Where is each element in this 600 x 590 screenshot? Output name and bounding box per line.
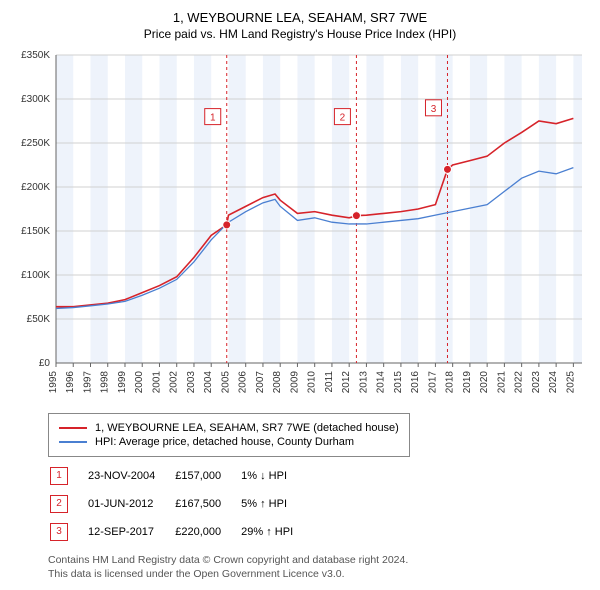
svg-text:2009: 2009 [289, 371, 300, 394]
event-diff: 1% ↓ HPI [241, 463, 311, 489]
svg-text:2003: 2003 [186, 371, 197, 394]
svg-text:2012: 2012 [341, 371, 352, 394]
chart-title-line2: Price paid vs. HM Land Registry's House … [8, 27, 592, 41]
svg-text:2021: 2021 [496, 371, 507, 394]
event-price: £167,500 [175, 491, 239, 517]
svg-text:2018: 2018 [445, 371, 456, 394]
legend-swatch [59, 427, 87, 429]
svg-text:£100K: £100K [21, 270, 50, 281]
price-chart-svg: £0 £50K £100K £150K £200K £250K £300K £350K 1995… [8, 47, 592, 407]
svg-text:2008: 2008 [272, 371, 283, 394]
event-date: 23-NOV-2004 [88, 463, 173, 489]
event-diff: 5% ↑ HPI [241, 491, 311, 517]
svg-text:2: 2 [340, 113, 346, 124]
legend-label: HPI: Average price, detached house, Coun… [95, 436, 354, 448]
svg-text:2007: 2007 [255, 371, 266, 394]
legend-swatch [59, 441, 87, 443]
svg-text:1995: 1995 [48, 371, 59, 394]
svg-text:2024: 2024 [548, 371, 559, 394]
events-table: 1 23-NOV-2004£157,0001% ↓ HPI 2 01-JUN-2012… [48, 461, 313, 547]
svg-text:2010: 2010 [307, 371, 318, 394]
event-diff: 29% ↑ HPI [241, 519, 311, 545]
event-marker: 2 [50, 495, 68, 513]
svg-text:£50K: £50K [27, 314, 51, 325]
svg-text:3: 3 [431, 104, 437, 115]
svg-text:2013: 2013 [358, 371, 369, 394]
svg-text:2015: 2015 [393, 371, 404, 394]
svg-text:2002: 2002 [169, 371, 180, 394]
svg-text:1997: 1997 [82, 371, 93, 394]
event-marker: 3 [50, 523, 68, 541]
chart-area: £0 £50K £100K £150K £200K £250K £300K £350K 1995… [8, 47, 592, 407]
svg-text:2017: 2017 [427, 371, 438, 394]
svg-text:2001: 2001 [151, 371, 162, 394]
event-marker: 1 [50, 467, 68, 485]
legend-row: HPI: Average price, detached house, Coun… [59, 436, 399, 448]
legend-label: 1, WEYBOURNE LEA, SEAHAM, SR7 7WE (detac… [95, 422, 399, 434]
footer-attribution: Contains HM Land Registry data © Crown c… [48, 553, 592, 581]
svg-text:£300K: £300K [21, 94, 50, 105]
svg-text:1: 1 [210, 113, 216, 124]
svg-text:2014: 2014 [376, 371, 387, 394]
svg-text:1996: 1996 [65, 371, 76, 394]
svg-text:1998: 1998 [100, 371, 111, 394]
svg-text:£200K: £200K [21, 182, 50, 193]
event-date: 12-SEP-2017 [88, 519, 173, 545]
svg-text:2011: 2011 [324, 371, 335, 393]
svg-text:2005: 2005 [220, 371, 231, 394]
svg-text:2025: 2025 [565, 371, 576, 394]
svg-text:1999: 1999 [117, 371, 128, 394]
svg-text:£250K: £250K [21, 138, 50, 149]
legend-row: 1, WEYBOURNE LEA, SEAHAM, SR7 7WE (detac… [59, 422, 399, 434]
event-price: £220,000 [175, 519, 239, 545]
svg-text:2004: 2004 [203, 371, 214, 394]
event-row: 2 01-JUN-2012£167,5005% ↑ HPI [50, 491, 311, 517]
event-row: 3 12-SEP-2017£220,00029% ↑ HPI [50, 519, 311, 545]
svg-text:£150K: £150K [21, 226, 50, 237]
footer-line1: Contains HM Land Registry data © Crown c… [48, 553, 592, 567]
svg-text:2023: 2023 [531, 371, 542, 394]
event-price: £157,000 [175, 463, 239, 489]
svg-text:2006: 2006 [238, 371, 249, 394]
svg-text:£350K: £350K [21, 50, 50, 61]
svg-text:£0: £0 [39, 358, 51, 369]
svg-text:2022: 2022 [514, 371, 525, 394]
svg-text:2000: 2000 [134, 371, 145, 394]
chart-title-line1: 1, WEYBOURNE LEA, SEAHAM, SR7 7WE [8, 10, 592, 25]
event-row: 1 23-NOV-2004£157,0001% ↓ HPI [50, 463, 311, 489]
legend: 1, WEYBOURNE LEA, SEAHAM, SR7 7WE (detac… [48, 413, 410, 457]
event-date: 01-JUN-2012 [88, 491, 173, 517]
footer-line2: This data is licensed under the Open Gov… [48, 567, 592, 581]
svg-text:2020: 2020 [479, 371, 490, 394]
svg-text:2016: 2016 [410, 371, 421, 394]
svg-text:2019: 2019 [462, 371, 473, 394]
